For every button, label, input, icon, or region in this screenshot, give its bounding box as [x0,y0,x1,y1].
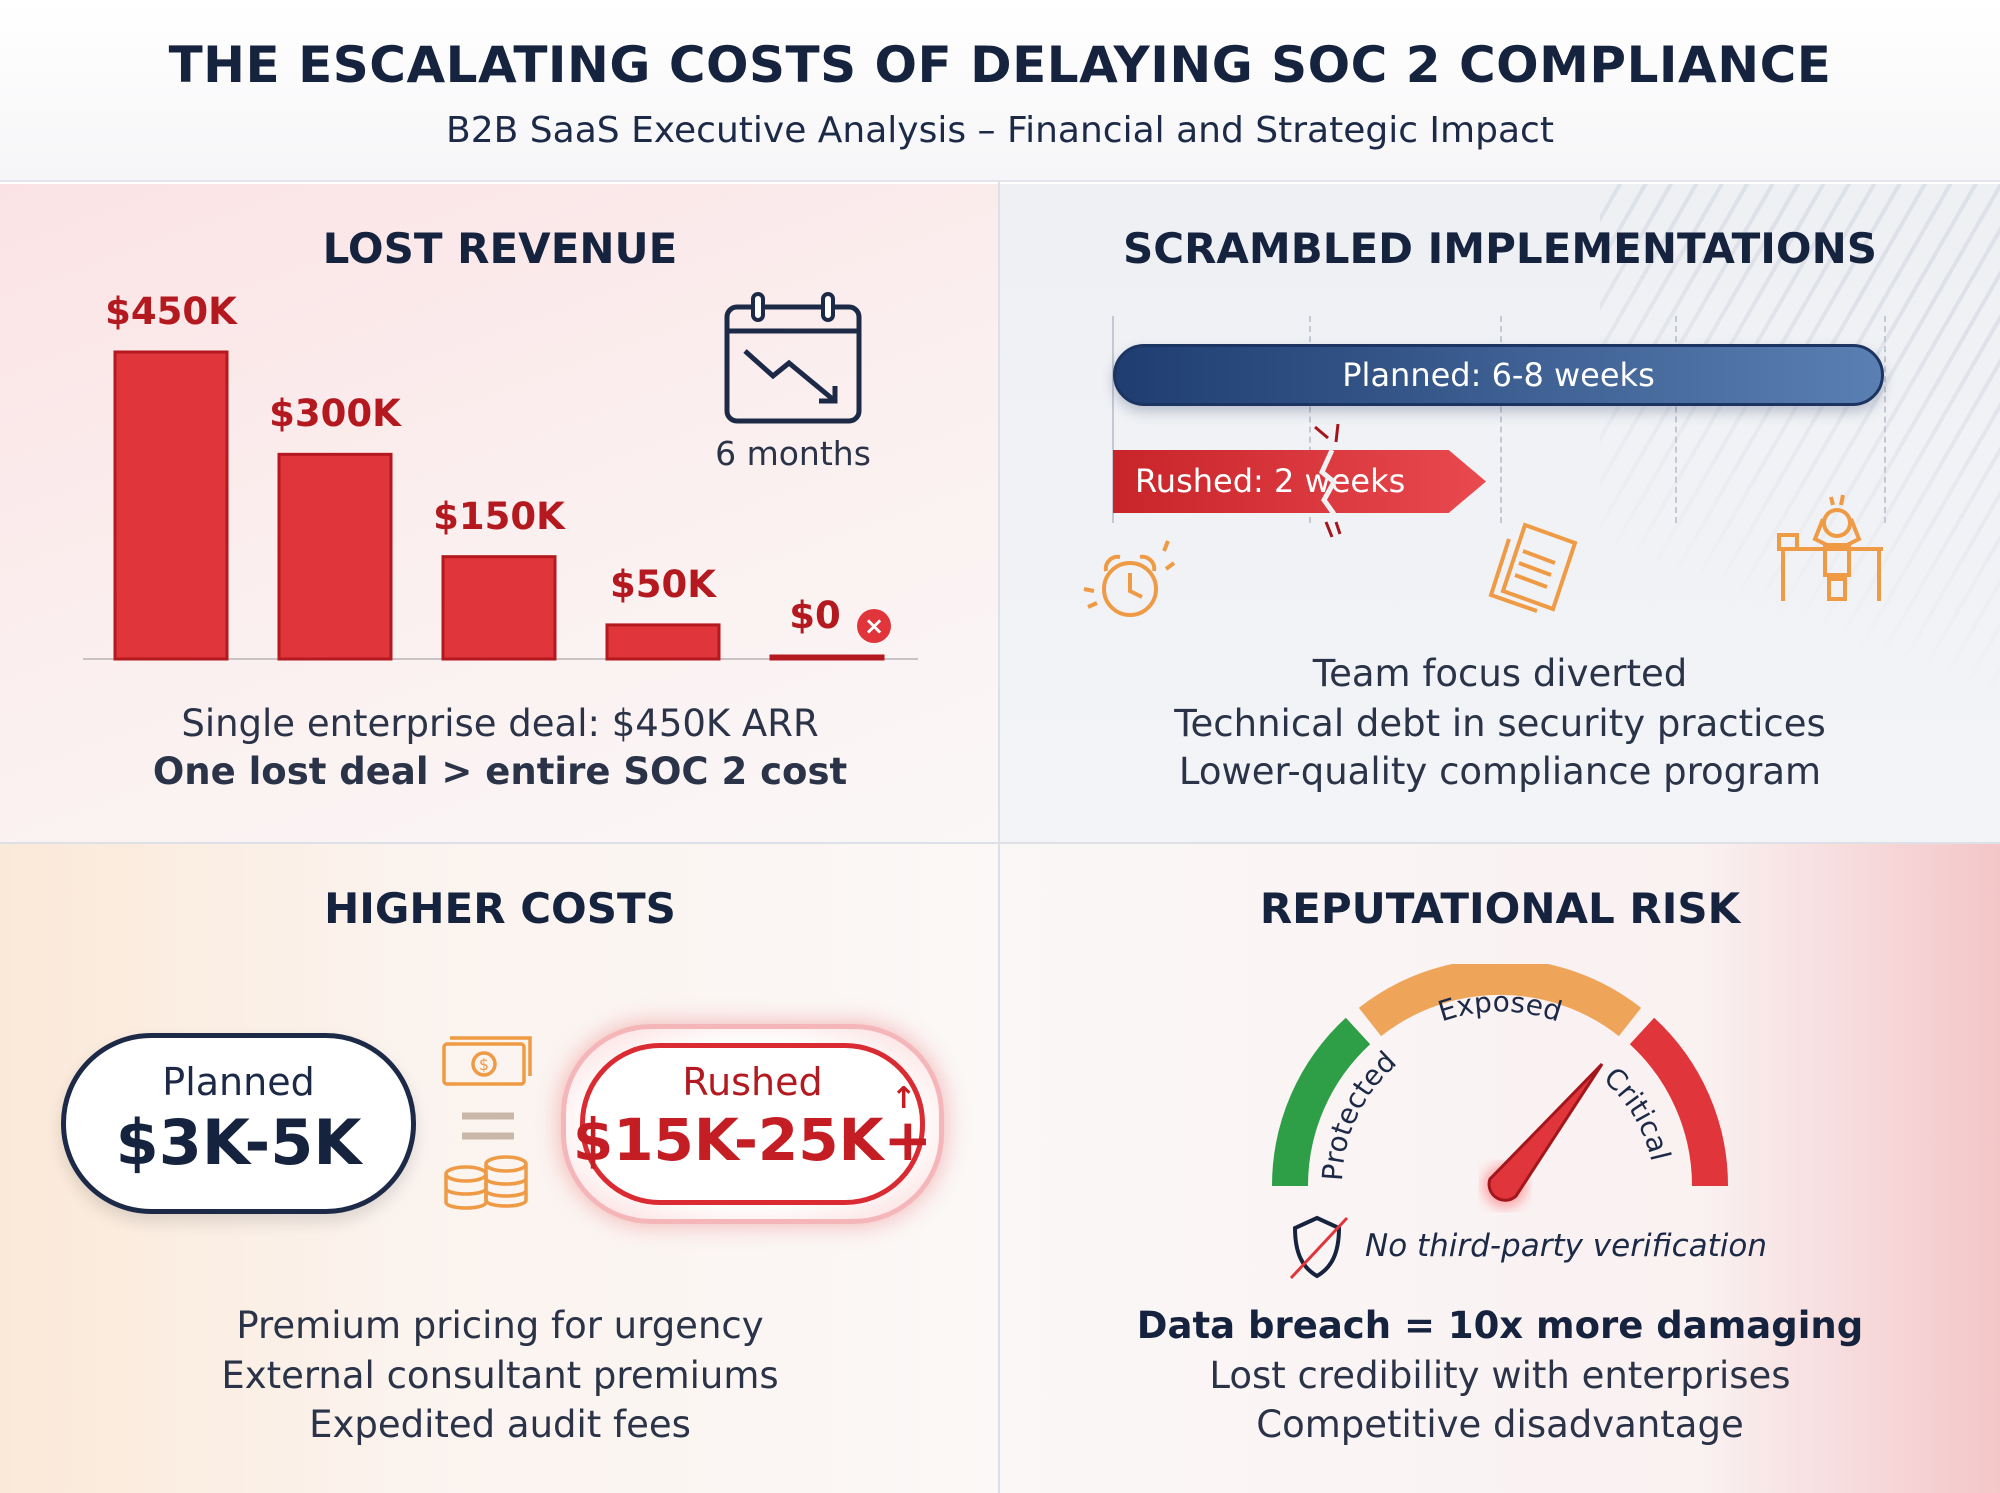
reputation-line-3: Competitive disadvantage [1256,1403,1744,1446]
rushed-cost-pill: Rushed $15K-25K+ ↑ [561,1024,944,1224]
svg-text:$: $ [479,1055,489,1074]
revenue-line-1: Single enterprise deal: $450K ARR [181,702,819,745]
planned-cost-pill: Planned $3K-5K [61,1033,416,1214]
bar-5 [769,654,885,661]
reputation-line-2: Lost credibility with enterprises [1209,1354,1791,1397]
bar-label-1: $450K [105,290,237,333]
lost-revenue-title: LOST REVENUE [322,224,678,273]
cash-icon: $ [442,1036,532,1086]
planned-cost-value: $3K-5K [115,1106,362,1179]
vertical-divider [998,182,1000,1493]
risk-gauge: Protected Exposed Critical [1271,964,1729,1208]
gauge-zone-exposed [1358,964,1642,1037]
rushed-timeline-bar: Rushed: 2 weeks [1113,450,1486,513]
scrambled-line-1: Team focus diverted [1312,652,1688,695]
diagonal-stripes [1600,184,2000,842]
bar-label-2: $300K [269,392,401,436]
scrambled-title: SCRAMBLED IMPLEMENTATIONS [1123,224,1877,273]
page-subtitle: B2B SaaS Executive Analysis – Financial … [446,110,1554,151]
rushed-cost-label: Rushed [682,1060,823,1104]
revenue-bar-chart [83,350,918,661]
bar-label-5: $0 [789,594,841,637]
costs-line-1: Premium pricing for urgency [236,1304,764,1347]
bar-1 [113,350,229,661]
higher-costs-panel: HIGHER COSTS Planned $3K-5K $ Rushed $15… [0,844,998,1493]
period-label: 6 months [715,434,871,473]
page-title: THE ESCALATING COSTS OF DELAYING SOC 2 C… [168,36,1832,94]
gauge-needle [1487,1062,1604,1202]
costs-line-3: Expedited audit fees [309,1403,691,1446]
bar-2 [277,452,393,661]
costs-line-2: External consultant premiums [221,1354,779,1397]
reputational-title: REPUTATIONAL RISK [1259,884,1741,933]
scrambled-line-2: Technical debt in security practices [1174,702,1826,745]
shield-crossed-icon [1289,1215,1349,1280]
planned-cost-label: Planned [162,1060,315,1104]
stressed-person-at-desk-icon [1777,494,1883,601]
calendar-trend-down-icon [724,292,862,424]
scrambled-implementations-panel: SCRAMBLED IMPLEMENTATIONS Planned: 6-8 w… [1000,184,2000,842]
bar-label-4: $50K [610,562,716,606]
documents-icon [1488,522,1578,613]
gauge-zone-critical [1629,1017,1729,1187]
bar-3 [441,555,557,661]
alarm-clock-icon [1083,540,1176,617]
planned-timeline-bar: Planned: 6-8 weeks [1113,344,1884,406]
arrow-up-icon: ↑ [891,1081,917,1116]
cost-icons: $ [442,1036,532,1210]
x-circle-icon: × [857,609,891,643]
rushed-cost-value: $15K-25K+ [572,1106,933,1174]
header [0,0,2000,182]
gauge-zone-protected [1271,1017,1371,1187]
verification-note: No third-party verification [1365,1228,1768,1264]
equals-icon [462,1112,514,1140]
bar-label-3: $150K [433,494,565,538]
lost-revenue-panel: LOST REVENUE $450K $300K $150K $50K $0 × 6 mo… [0,184,998,842]
revenue-line-2: One lost deal > entire SOC 2 cost [152,750,848,793]
bar-4 [605,623,721,661]
coins-icon [444,1155,528,1210]
reputation-line-1: Data breach = 10x more damaging [1136,1304,1864,1347]
crack-icon [1314,423,1342,538]
scrambled-line-3: Lower-quality compliance program [1178,750,1822,793]
reputational-risk-panel: REPUTATIONAL RISK Protected Exposed Crit… [1000,844,2000,1493]
horizontal-divider [0,842,2000,844]
higher-costs-title: HIGHER COSTS [324,884,676,933]
